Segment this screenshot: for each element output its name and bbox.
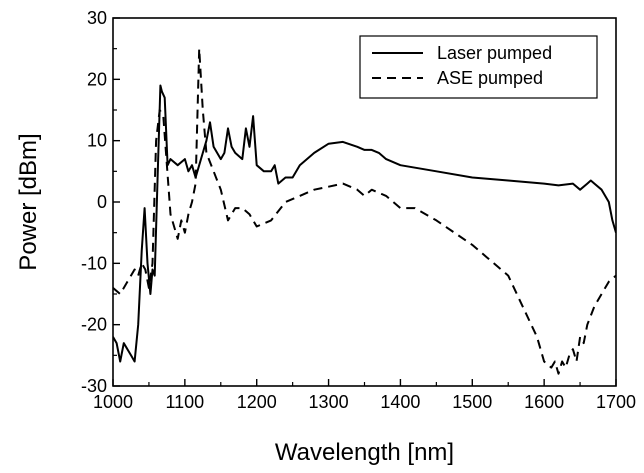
- x-tick-label: 1300: [309, 392, 349, 412]
- y-tick-label: -10: [81, 253, 107, 273]
- legend-label-laser: Laser pumped: [437, 43, 552, 63]
- y-axis-title: Power [dBm]: [15, 133, 42, 270]
- x-tick-label: 1400: [380, 392, 420, 412]
- series-line-laser-pumped: [113, 84, 616, 363]
- legend-box: [359, 35, 598, 99]
- y-tick-label: 10: [87, 131, 107, 151]
- y-tick-label: -30: [81, 376, 107, 396]
- x-tick-label: 1200: [237, 392, 277, 412]
- series-layer: [113, 47, 616, 375]
- legend-label-ase: ASE pumped: [437, 68, 543, 88]
- y-axis: -30 -20 -10 0 10 20 30: [81, 8, 120, 396]
- x-tick-label: 1600: [524, 392, 564, 412]
- x-tick-label: 1100: [165, 392, 204, 412]
- legend: Laser pumped ASE pumped: [359, 35, 598, 99]
- x-axis: 1000 1100 1200 1300 1400 1500 1600 1700: [93, 379, 636, 412]
- y-tick-label: 30: [87, 8, 107, 28]
- y-tick-label: 20: [87, 69, 107, 89]
- y-tick-label: -20: [81, 315, 107, 335]
- x-tick-label: 1500: [452, 392, 492, 412]
- y-tick-label: 0: [97, 192, 107, 212]
- x-axis-title: Wavelength [nm]: [275, 439, 454, 466]
- x-tick-label: 1700: [596, 392, 636, 412]
- series-line-ase-pumped: [113, 47, 616, 375]
- x-tick-label: 1000: [93, 392, 133, 412]
